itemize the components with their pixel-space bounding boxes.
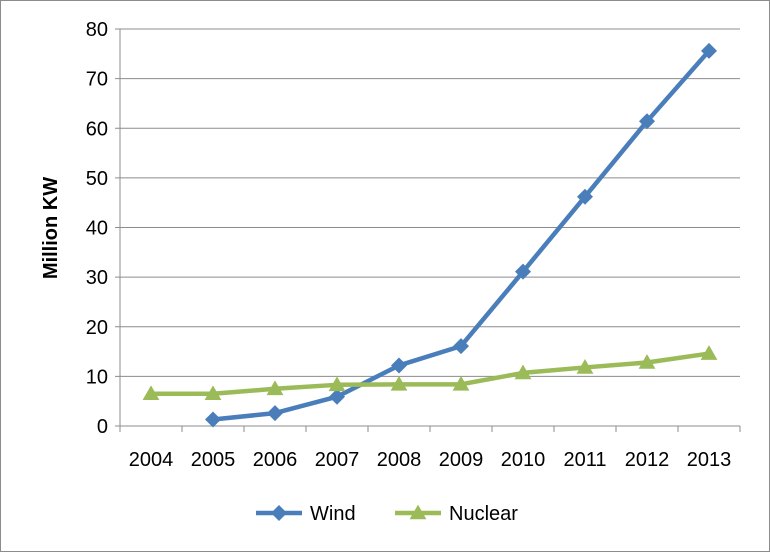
legend-item-nuclear: Nuclear <box>395 503 518 525</box>
nuclear-line <box>151 351 710 396</box>
y-tick-label: 50 <box>86 168 108 190</box>
x-tick-label: 2006 <box>253 449 298 471</box>
wind-point <box>701 42 717 59</box>
legend-item-wind: Wind <box>256 503 356 525</box>
nuclear-point <box>700 345 718 360</box>
nuclear-point <box>390 375 408 391</box>
legend-swatch-marker <box>271 505 287 521</box>
nuclear-point <box>452 375 470 391</box>
axes <box>115 28 741 432</box>
wind-point <box>329 388 345 405</box>
nuclear-point <box>638 354 656 369</box>
nuclear-point <box>266 380 284 396</box>
legend-label: Wind <box>310 503 356 525</box>
nuclear-point <box>142 385 160 401</box>
wind-point <box>391 357 407 374</box>
x-tick-label: 2008 <box>377 449 422 471</box>
legend-swatch-marker <box>409 504 427 520</box>
y-tick-label: 60 <box>86 118 108 140</box>
nuclear-point <box>328 376 346 392</box>
y-tick-label: 80 <box>86 19 108 41</box>
y-tick-labels: 0 10 20 30 40 50 60 70 80 <box>86 19 108 438</box>
nuclear-point <box>514 364 532 380</box>
nuclear-point <box>204 385 222 401</box>
y-tick-label: 70 <box>86 69 108 91</box>
x-tick-label: 2004 <box>129 449 174 471</box>
x-tick-labels: 2004 2005 2006 2007 2008 2009 2010 2011 2012 2013 <box>129 449 732 471</box>
x-tick-label: 2013 <box>687 449 732 471</box>
y-axis-title: Million KW <box>40 177 62 279</box>
wind-point <box>267 405 283 422</box>
y-tick-label: 0 <box>97 416 108 438</box>
gridlines <box>120 28 740 377</box>
legend-label: Nuclear <box>449 503 518 525</box>
x-tick-label: 2011 <box>563 449 606 471</box>
y-tick-label: 30 <box>86 267 108 289</box>
legend: Wind Nuclear <box>256 503 518 525</box>
wind-point <box>515 263 531 280</box>
y-tick-label: 20 <box>86 317 108 339</box>
x-tick-label: 2012 <box>625 449 670 471</box>
wind-point <box>577 188 593 205</box>
x-tick-label: 2007 <box>315 449 360 471</box>
series-layer <box>142 42 718 428</box>
series-wind <box>205 42 717 428</box>
y-tick-label: 10 <box>86 366 108 388</box>
x-tick-label: 2005 <box>191 449 236 471</box>
x-tick-label: 2009 <box>439 449 484 471</box>
series-nuclear <box>142 345 718 401</box>
wind-point <box>205 411 221 428</box>
x-tick-label: 2010 <box>501 449 546 471</box>
wind-point <box>639 113 655 130</box>
wind-point <box>453 338 469 355</box>
nuclear-point <box>576 359 594 374</box>
y-tick-label: 40 <box>86 218 108 240</box>
